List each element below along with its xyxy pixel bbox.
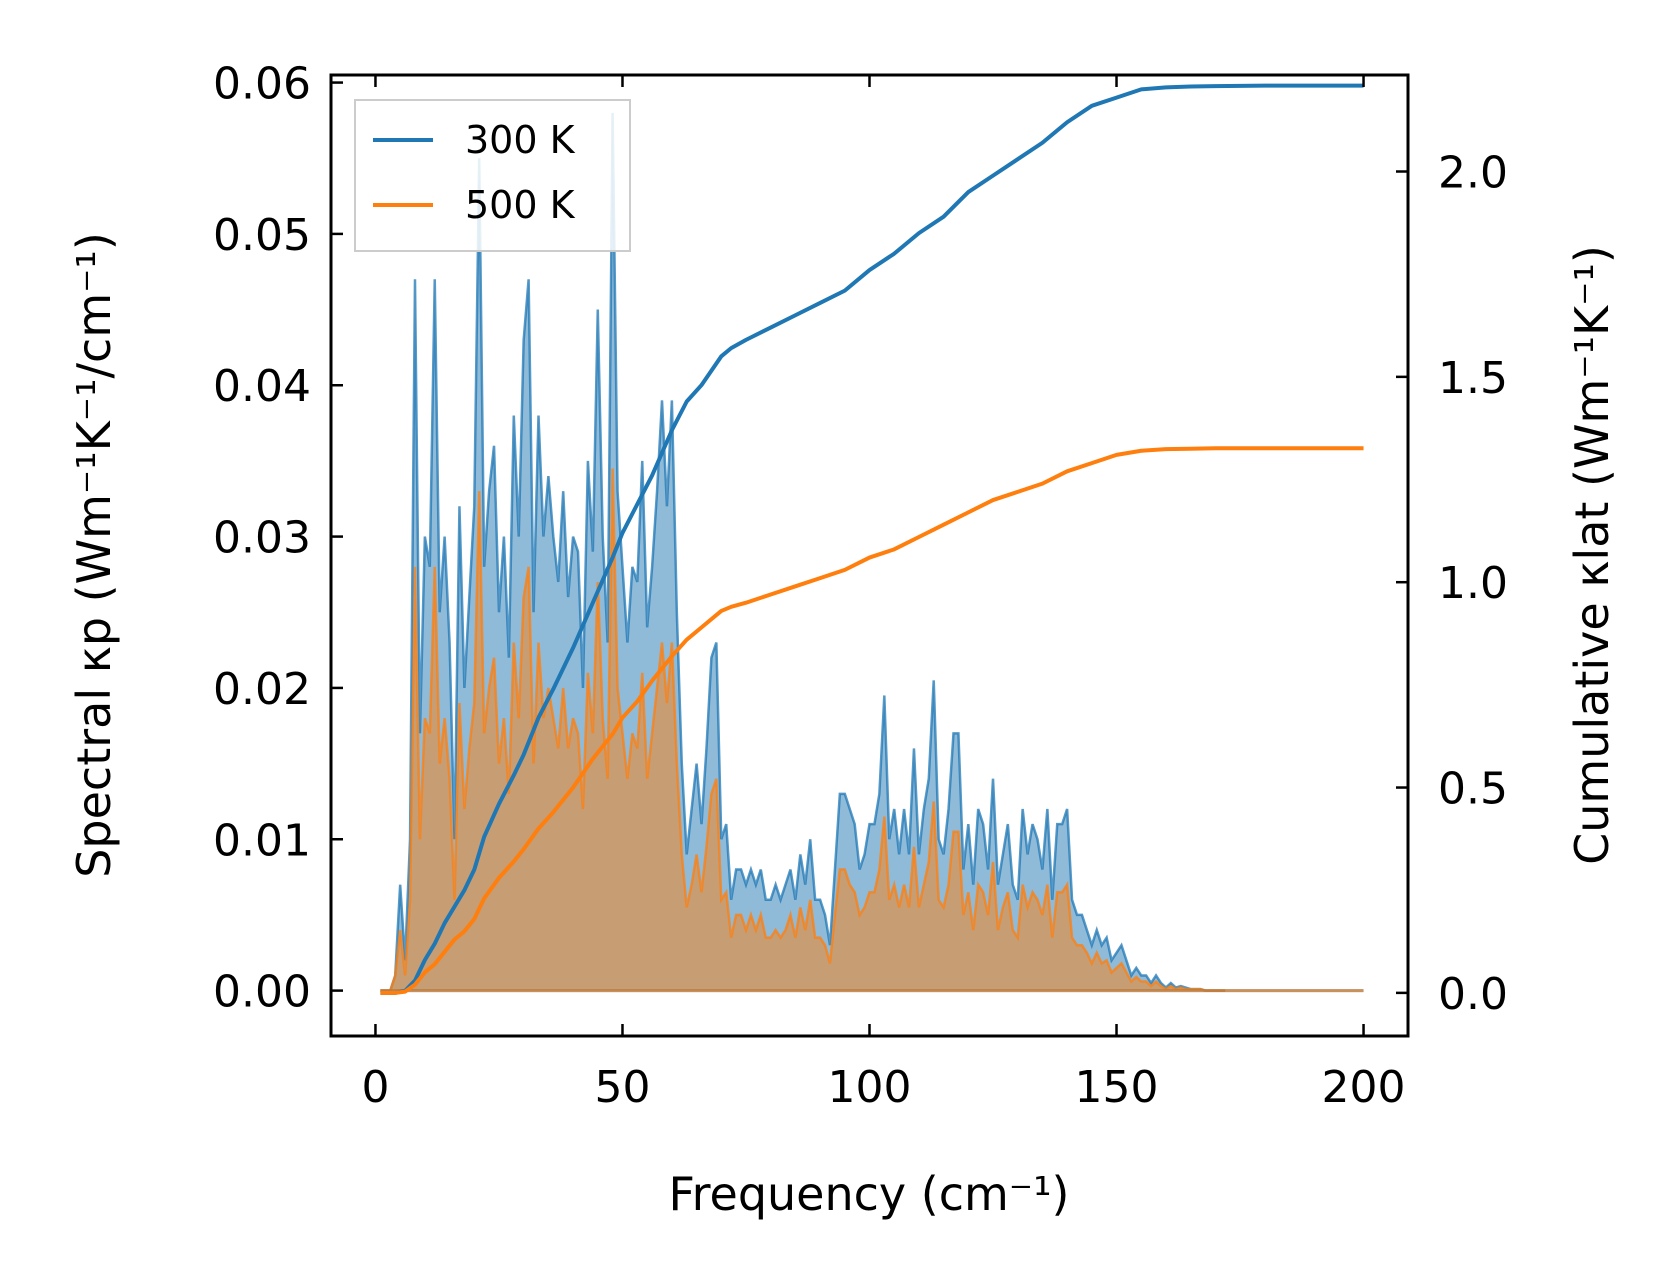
left-y-tick-label: 0.06 xyxy=(213,59,311,110)
right-y-tick-label: 2.0 xyxy=(1438,148,1508,199)
left-y-tick-label: 0.00 xyxy=(213,967,311,1018)
left-y-tick-label: 0.02 xyxy=(213,664,311,715)
left-y-tick-label: 0.05 xyxy=(213,210,311,261)
right-y-tick-label: 0.0 xyxy=(1438,969,1508,1020)
legend-box xyxy=(354,99,631,252)
x-tick-label: 150 xyxy=(1075,1062,1159,1113)
x-tick-label: 50 xyxy=(594,1062,650,1113)
spectral-area-500k xyxy=(380,468,1226,992)
right-y-tick-label: 0.5 xyxy=(1438,764,1508,815)
left-y-tick-label: 0.03 xyxy=(213,513,311,564)
legend: 300 K 500 K xyxy=(354,99,631,252)
x-axis-label: Frequency (cm⁻¹) xyxy=(669,1167,1070,1221)
axis-ticks: 0 50 100 150 200 0.00 0.01 0.02 0.03 0.04 0.05 0.06… xyxy=(213,59,1508,1113)
left-y-tick-label: 0.01 xyxy=(213,815,311,866)
x-tick-label: 200 xyxy=(1322,1062,1406,1113)
legend-label-500k: 500 K xyxy=(465,183,576,227)
left-y-tick-label: 0.04 xyxy=(213,361,311,412)
left-y-axis-label: Spectral κp (Wm⁻¹K⁻¹/cm⁻¹) xyxy=(67,232,121,878)
x-tick-label: 100 xyxy=(828,1062,912,1113)
x-tick-label: 0 xyxy=(361,1062,389,1113)
right-y-axis-label: Cumulative κlat (Wm⁻¹K⁻¹) xyxy=(1565,245,1619,865)
cumulative-lines xyxy=(380,83,1364,995)
right-y-tick-label: 1.0 xyxy=(1438,558,1508,609)
cumulative-line-500k xyxy=(380,446,1364,995)
legend-label-300k: 300 K xyxy=(465,118,576,162)
spectral-fills xyxy=(380,112,1226,992)
right-y-tick-label: 1.5 xyxy=(1438,353,1508,404)
cumulative-line-300k xyxy=(380,83,1364,995)
